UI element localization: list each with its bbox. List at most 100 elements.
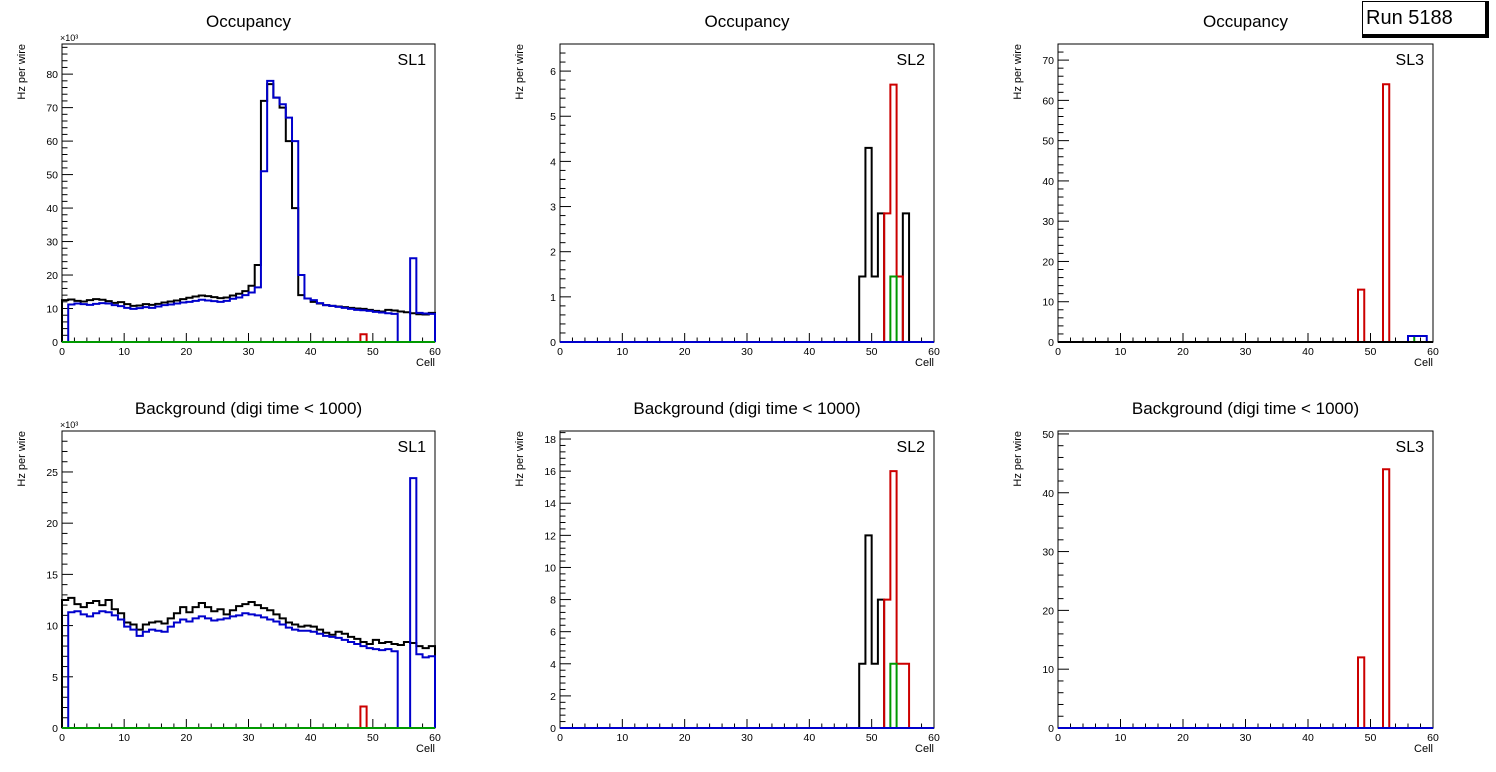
x-tick-label: 0 — [1055, 732, 1061, 744]
x-axis-label: Cell — [1414, 743, 1433, 755]
x-tick-label: 30 — [741, 732, 753, 744]
y-tick-label: 4 — [550, 156, 556, 168]
y-tick-label: 8 — [550, 595, 556, 607]
superlayer-label: SL1 — [398, 52, 427, 69]
histogram-panel-5: Background (digi time < 1000)0 10 20 30 40 50… — [514, 399, 940, 755]
y-tick-label: 20 — [46, 518, 58, 530]
x-tick-label: 50 — [1365, 732, 1377, 744]
series-line-black — [61, 596, 436, 728]
plot-frame — [61, 430, 436, 729]
series-line-black — [560, 534, 934, 729]
x-tick-label: 40 — [1302, 346, 1314, 358]
x-tick-label: 60 — [1427, 732, 1439, 744]
y-axis-multiplier: ×10³ — [60, 420, 78, 430]
y-tick-label: 30 — [46, 237, 58, 249]
x-tick-label: 60 — [429, 346, 441, 358]
y-tick-label: 12 — [544, 530, 556, 542]
x-tick-label: 60 — [928, 732, 940, 744]
y-tick-label: 20 — [1042, 605, 1054, 617]
y-tick-label: 50 — [46, 170, 58, 182]
y-tick-label: 70 — [1042, 55, 1054, 67]
y-tick-label: 4 — [550, 659, 556, 671]
y-tick-label: 3 — [550, 202, 556, 214]
x-tick-label: 50 — [367, 732, 379, 744]
y-tick-label: 30 — [1042, 547, 1054, 559]
x-tick-label: 40 — [305, 346, 317, 358]
x-tick-label: 40 — [803, 732, 815, 744]
x-tick-label: 20 — [180, 732, 192, 744]
panel-title: Background (digi time < 1000) — [633, 399, 860, 418]
y-axis-multiplier: ×10³ — [60, 33, 78, 43]
x-tick-label: 40 — [1302, 732, 1314, 744]
series-line-black — [560, 146, 934, 343]
x-tick-label: 20 — [180, 346, 192, 358]
x-tick-label: 30 — [1240, 346, 1252, 358]
panel-title: Occupancy — [206, 12, 292, 31]
plot-frame — [1057, 43, 1434, 343]
superlayer-label: SL3 — [1396, 439, 1425, 456]
y-tick-label: 0 — [1048, 723, 1054, 735]
x-tick-label: 40 — [803, 346, 815, 358]
x-axis-label: Cell — [915, 743, 934, 755]
plot-frame — [61, 43, 436, 343]
series-line-green — [560, 275, 934, 343]
y-tick-label: 40 — [1042, 488, 1054, 500]
y-tick-label: 2 — [550, 247, 556, 259]
y-tick-label: 0 — [550, 337, 556, 349]
x-tick-label: 20 — [679, 732, 691, 744]
run-number-label: Run 5188 — [1362, 1, 1489, 38]
y-tick-label: 1 — [550, 292, 556, 304]
superlayer-label: SL2 — [897, 439, 926, 456]
x-tick-label: 10 — [118, 732, 130, 744]
panel-title: Occupancy — [1203, 12, 1289, 31]
x-tick-label: 30 — [243, 346, 255, 358]
panel-title: Background (digi time < 1000) — [135, 399, 362, 418]
y-tick-label: 50 — [1042, 429, 1054, 441]
x-axis-label: Cell — [416, 743, 435, 755]
y-tick-label: 5 — [550, 111, 556, 123]
histogram-panel-3: Occupancy 0 10 20 30 40 50 60 0 10 20 30 40 50 60 70 Cel… — [1012, 12, 1439, 369]
y-axis-label: Hz per wire — [514, 431, 526, 487]
x-tick-label: 50 — [367, 346, 379, 358]
series-line-red — [1058, 83, 1433, 343]
series-line-black — [61, 83, 436, 342]
x-tick-label: 0 — [59, 732, 65, 744]
panel-title: Background (digi time < 1000) — [1132, 399, 1359, 418]
x-axis-label: Cell — [416, 357, 435, 369]
y-tick-label: 20 — [46, 270, 58, 282]
histogram-panel-6: Background (digi time < 1000) 0 10 20 30 40 50… — [1012, 399, 1439, 755]
y-axis-label: Hz per wire — [514, 44, 526, 100]
x-tick-label: 60 — [429, 732, 441, 744]
y-tick-label: 70 — [46, 103, 58, 115]
y-tick-label: 50 — [1042, 136, 1054, 148]
x-tick-label: 50 — [1365, 346, 1377, 358]
y-tick-label: 60 — [46, 136, 58, 148]
superlayer-label: SL2 — [897, 52, 926, 69]
x-tick-label: 20 — [1177, 732, 1189, 744]
x-tick-label: 0 — [1055, 346, 1061, 358]
x-tick-label: 10 — [616, 732, 628, 744]
series-line-red — [1058, 468, 1433, 729]
x-tick-label: 30 — [1240, 732, 1252, 744]
superlayer-label: SL1 — [398, 439, 427, 456]
y-tick-label: 0 — [1048, 337, 1054, 349]
y-axis-label: Hz per wire — [16, 431, 28, 487]
x-tick-label: 10 — [1115, 732, 1127, 744]
y-tick-label: 18 — [544, 434, 556, 446]
y-tick-label: 10 — [46, 304, 58, 316]
y-tick-label: 40 — [1042, 176, 1054, 188]
y-tick-label: 16 — [544, 466, 556, 478]
series-line-blue — [62, 477, 436, 729]
y-tick-label: 2 — [550, 691, 556, 703]
x-axis-label: Cell — [915, 357, 934, 369]
y-tick-label: 10 — [1042, 664, 1054, 676]
panel-title: Occupancy — [704, 12, 790, 31]
superlayer-label: SL3 — [1396, 52, 1425, 69]
series-line-green — [560, 662, 934, 729]
y-tick-label: 20 — [1042, 256, 1054, 268]
y-tick-label: 10 — [46, 621, 58, 633]
x-tick-label: 20 — [679, 346, 691, 358]
x-tick-label: 20 — [1177, 346, 1189, 358]
y-tick-label: 25 — [46, 467, 58, 479]
